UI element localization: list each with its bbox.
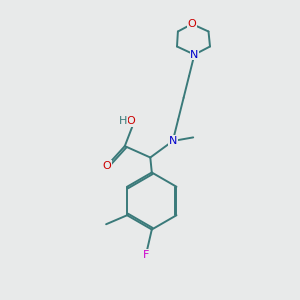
Text: F: F xyxy=(142,250,149,260)
Text: N: N xyxy=(169,136,177,146)
Text: H: H xyxy=(118,116,127,126)
Text: O: O xyxy=(102,160,111,171)
Text: N: N xyxy=(190,50,199,60)
Text: O: O xyxy=(126,116,135,126)
Text: O: O xyxy=(188,19,196,29)
